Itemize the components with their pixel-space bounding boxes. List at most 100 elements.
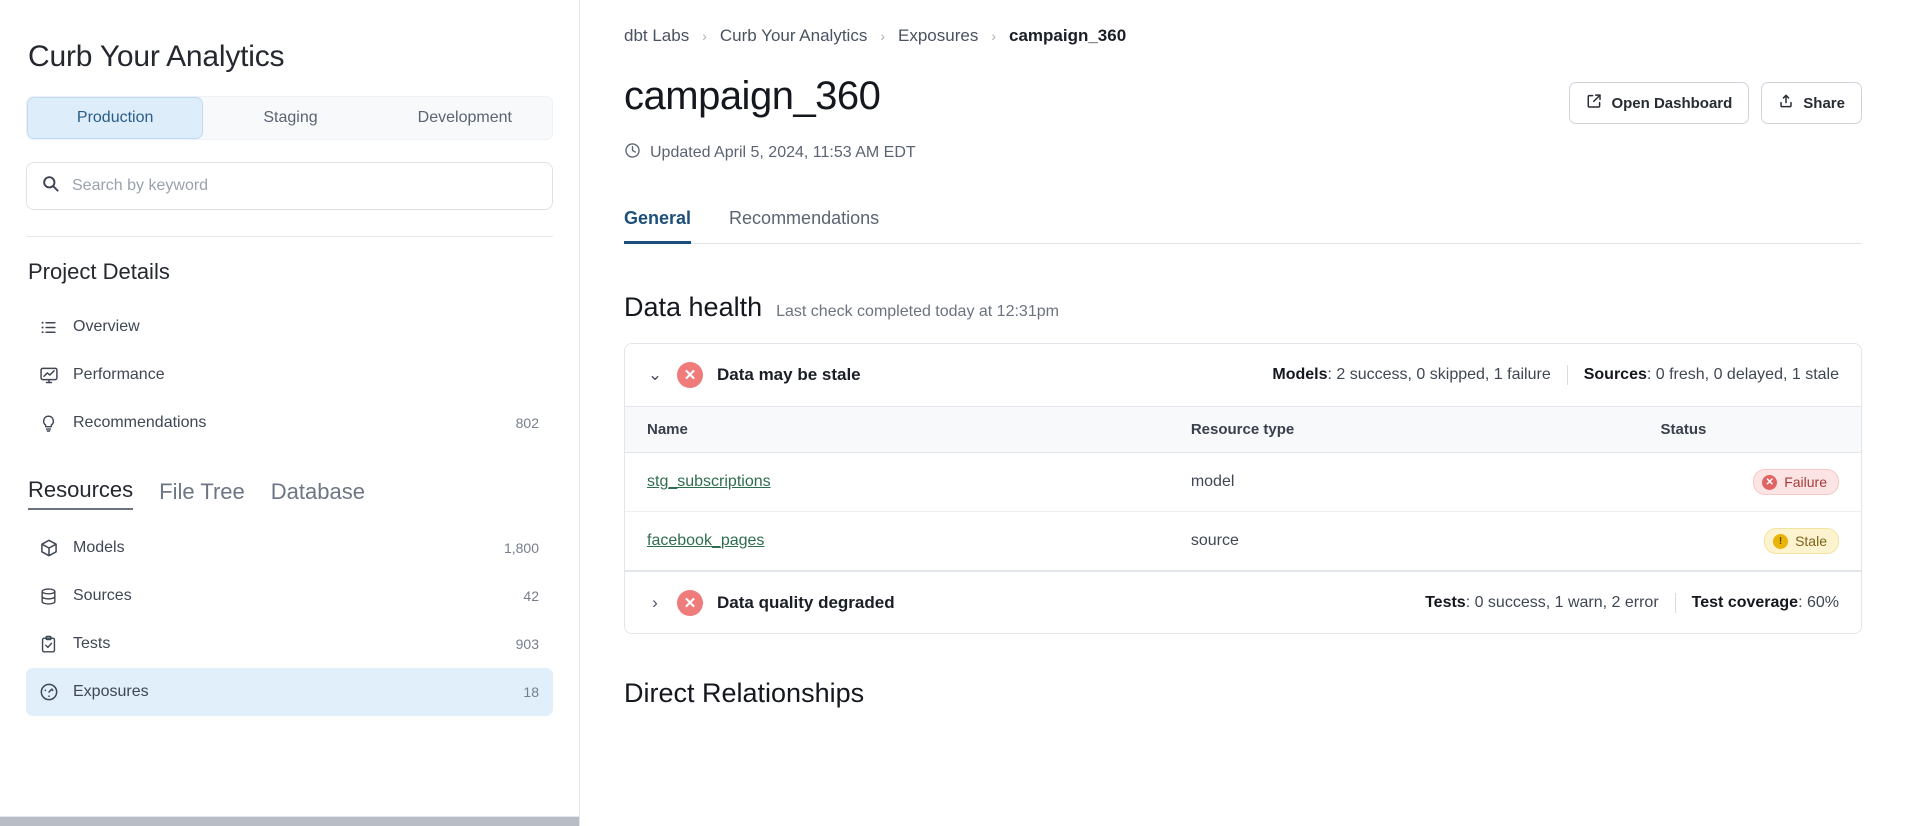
cell-resource-type: source	[1168, 511, 1639, 571]
meta-coverage-key: Test coverage	[1691, 593, 1799, 611]
cell-status: ! Stale	[1638, 511, 1861, 571]
breadcrumb-item-project[interactable]: Curb Your Analytics	[719, 26, 868, 45]
breadcrumb-item-exposures[interactable]: Exposures	[898, 26, 979, 45]
sidebar-item-models[interactable]: Models 1,800	[26, 524, 553, 572]
sidebar-item-count: 1,800	[503, 540, 539, 556]
sidebar-item-sources[interactable]: Sources 42	[26, 572, 553, 620]
sidebar-item-tests[interactable]: Tests 903	[26, 620, 553, 668]
list-icon	[38, 317, 59, 338]
env-tab-staging[interactable]: Staging	[263, 109, 318, 126]
status-badge: ✕ Failure	[1753, 469, 1839, 495]
health-group-stale-header[interactable]: ⌄ ✕ Data may be stale Models: 2 success,…	[625, 344, 1861, 406]
horizontal-scrollbar[interactable]	[0, 817, 579, 826]
breadcrumb: dbt Labs › Curb Your Analytics › Exposur…	[624, 26, 1862, 46]
health-group-meta: Tests: 0 success, 1 warn, 2 error Test c…	[1425, 592, 1839, 613]
status-badge: ! Stale	[1764, 528, 1839, 554]
monitor-chart-icon	[38, 365, 59, 386]
resource-link-stg-subscriptions[interactable]: stg_subscriptions	[647, 473, 771, 490]
table-row: stg_subscriptions model ✕ Failure	[625, 452, 1861, 512]
data-health-title: Data health	[624, 292, 763, 322]
warning-circle-icon: !	[1773, 533, 1789, 549]
error-circle-icon: ✕	[677, 589, 703, 616]
external-link-icon	[1586, 93, 1602, 113]
sidebar: Curb Your Analytics Production Staging D…	[0, 0, 580, 826]
sidebar-item-count: 18	[523, 684, 539, 700]
direct-relationships-title: Direct Relationships	[624, 678, 865, 708]
meta-coverage-value: 60%	[1806, 593, 1839, 611]
x-circle-icon: ✕	[1762, 474, 1778, 490]
chevron-right-icon[interactable]: ›	[652, 592, 658, 612]
error-circle-icon: ✕	[677, 362, 703, 388]
project-details-heading: Project Details	[28, 259, 170, 284]
health-table-head: Name Resource type Status	[625, 406, 1861, 453]
clipboard-check-icon	[38, 634, 59, 655]
sidebar-divider	[26, 236, 553, 237]
cell-status: ✕ Failure	[1638, 452, 1861, 512]
meta-sources-key: Sources	[1583, 366, 1647, 383]
status-badge-label: Failure	[1784, 474, 1827, 490]
resource-link-facebook-pages[interactable]: facebook_pages	[647, 532, 765, 549]
project-title: Curb Your Analytics	[28, 40, 285, 73]
chevron-right-icon: ›	[702, 28, 707, 44]
chevron-down-icon[interactable]: ⌄	[647, 365, 663, 384]
search-input[interactable]	[72, 177, 538, 195]
sidebar-item-count: 42	[523, 588, 539, 604]
content-tab-group: General Recommendations	[624, 208, 1862, 244]
resource-tab-group: Resources File Tree Database	[28, 477, 553, 510]
resource-tab-resources[interactable]: Resources	[28, 477, 134, 510]
health-table-header-row: Name Resource type Status	[625, 406, 1861, 453]
data-health-header: Data health Last check completed today a…	[624, 292, 1862, 323]
status-badge-label: Stale	[1795, 533, 1827, 549]
main-content: dbt Labs › Curb Your Analytics › Exposur…	[580, 0, 1906, 826]
cube-icon	[38, 538, 59, 559]
cell-resource-type: model	[1168, 452, 1639, 512]
meta-models-key: Models	[1272, 366, 1328, 383]
meta-divider	[1566, 365, 1568, 385]
health-group-label: Data quality degraded	[717, 592, 895, 612]
sidebar-bottom-divider	[0, 816, 579, 817]
health-table-body: stg_subscriptions model ✕ Failure face	[625, 452, 1861, 571]
sidebar-item-exposures[interactable]: Exposures 18	[26, 668, 553, 716]
sidebar-item-overview[interactable]: Overview	[26, 303, 553, 351]
resource-tab-database[interactable]: Database	[270, 479, 365, 504]
share-label: Share	[1803, 94, 1845, 112]
tab-recommendations[interactable]: Recommendations	[729, 208, 880, 228]
open-dashboard-label: Open Dashboard	[1611, 94, 1733, 112]
page-title: campaign_360	[624, 74, 881, 118]
env-tab-development[interactable]: Development	[417, 109, 512, 126]
meta-tests: Tests: 0 success, 1 warn, 2 error	[1425, 593, 1659, 611]
cell-name: stg_subscriptions	[625, 452, 1169, 512]
sidebar-item-count: 802	[515, 415, 539, 431]
open-dashboard-button[interactable]: Open Dashboard	[1569, 82, 1750, 124]
page-header: campaign_360 Open Dashboard	[624, 74, 1862, 124]
column-header-resource-type: Resource type	[1168, 406, 1639, 453]
chevron-right-icon: ›	[880, 28, 885, 44]
gauge-icon	[38, 682, 59, 703]
updated-text: Updated April 5, 2024, 11:53 AM EDT	[650, 144, 916, 161]
health-table: Name Resource type Status stg_subscripti…	[625, 406, 1861, 571]
meta-models: Models: 2 success, 0 skipped, 1 failure	[1272, 366, 1551, 383]
health-group-label: Data may be stale	[717, 365, 861, 384]
sidebar-item-performance[interactable]: Performance	[26, 351, 553, 399]
sidebar-item-recommendations[interactable]: Recommendations 802	[26, 399, 553, 447]
meta-sources: Sources: 0 fresh, 0 delayed, 1 stale	[1583, 366, 1839, 383]
meta-divider	[1674, 592, 1676, 613]
search-box[interactable]	[26, 162, 553, 210]
share-button[interactable]: Share	[1761, 82, 1862, 124]
search-icon	[41, 174, 60, 198]
breadcrumb-item-current: campaign_360	[1009, 26, 1127, 45]
health-group-quality-header[interactable]: › ✕ Data quality degraded Tests: 0 succe…	[625, 571, 1861, 633]
sidebar-item-label: Overview	[73, 318, 140, 335]
data-health-panel: ⌄ ✕ Data may be stale Models: 2 success,…	[624, 343, 1862, 634]
meta-tests-key: Tests	[1425, 593, 1466, 611]
sidebar-item-label: Sources	[73, 587, 132, 604]
resource-tab-file-tree[interactable]: File Tree	[159, 479, 245, 504]
env-tab-production[interactable]: Production	[27, 97, 204, 139]
breadcrumb-item-dbt-labs[interactable]: dbt Labs	[624, 26, 690, 45]
updated-timestamp: Updated April 5, 2024, 11:53 AM EDT	[624, 142, 1862, 164]
meta-sources-value: 0 fresh, 0 delayed, 1 stale	[1655, 366, 1839, 383]
column-header-status: Status	[1638, 406, 1861, 453]
tab-general[interactable]: General	[624, 208, 692, 244]
sidebar-item-label: Exposures	[73, 683, 149, 700]
